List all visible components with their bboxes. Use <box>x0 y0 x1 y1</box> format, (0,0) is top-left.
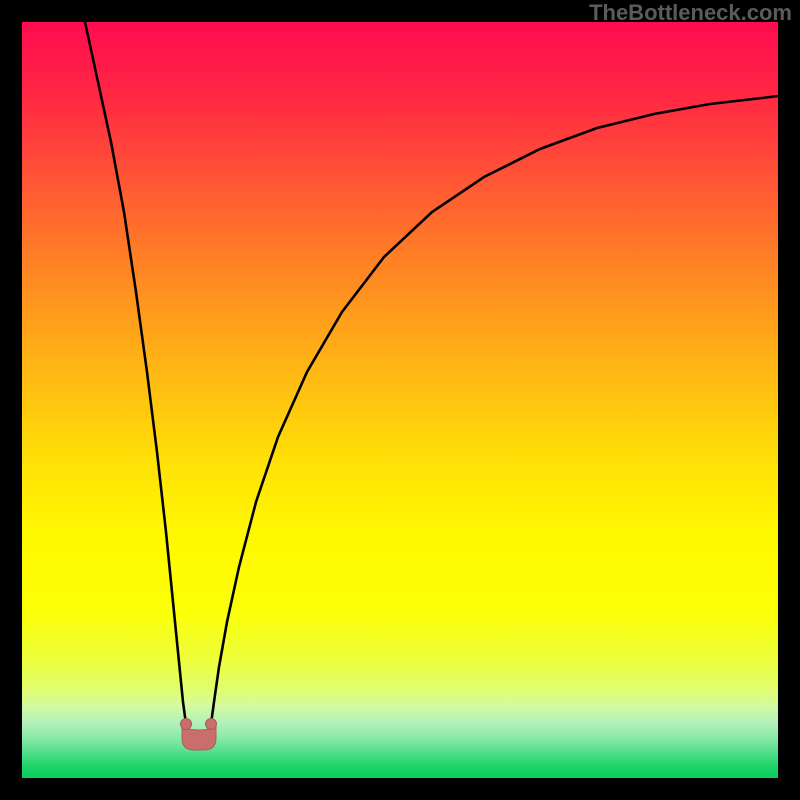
bottleneck-marker-dot <box>181 719 192 730</box>
gradient-background <box>22 22 778 778</box>
watermark-text: TheBottleneck.com <box>589 0 792 26</box>
bottleneck-marker-dot <box>206 719 217 730</box>
bottleneck-chart <box>0 0 800 800</box>
chart-container: TheBottleneck.com <box>0 0 800 800</box>
plot-area <box>22 22 778 778</box>
